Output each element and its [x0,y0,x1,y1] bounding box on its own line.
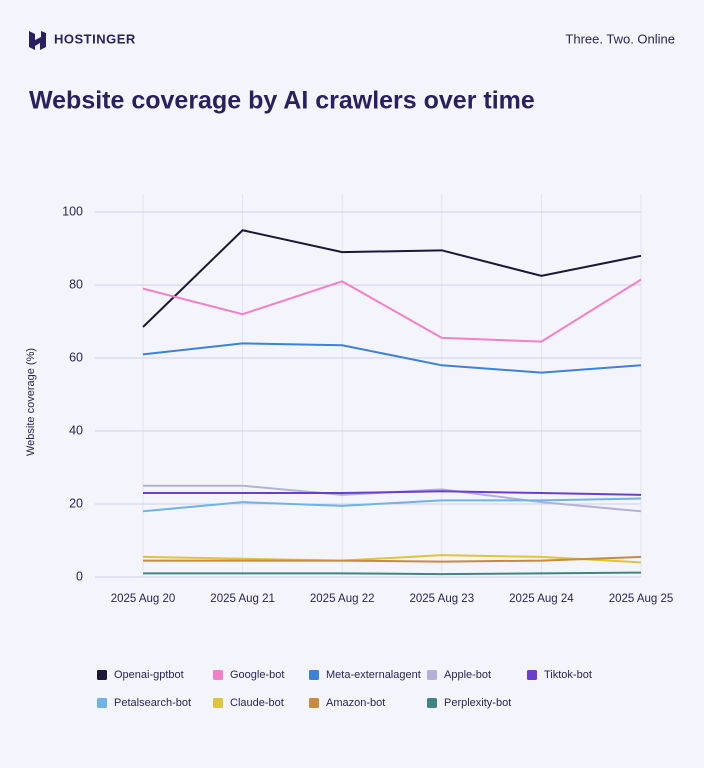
y-tick-label: 80 [69,277,83,291]
y-axis-label: Website coverage (%) [25,348,37,456]
x-tick-label: 2025 Aug 21 [210,593,275,605]
legend-label: Claude-bot [230,697,284,709]
line [142,229,642,328]
x-tick-label: 2025 Aug 25 [609,593,674,605]
line [142,554,642,564]
legend-swatch [309,670,319,680]
legend-label: Amazon-bot [326,697,385,709]
line [143,490,642,496]
legend-label: Petalsearch-bot [114,697,191,709]
legend-swatch [427,670,437,680]
legend-label: Tiktok-bot [544,669,592,681]
legend-swatch [97,698,107,708]
line [143,571,642,576]
x-tick-label: 2025 Aug 23 [410,593,475,605]
x-tick-label: 2025 Aug 22 [310,593,375,605]
x-tick-label: 2025 Aug 24 [509,593,574,605]
line [142,278,642,343]
legend-label: Apple-bot [444,669,491,681]
chart-title: Website coverage by AI crawlers over tim… [29,87,535,115]
legend-swatch [309,698,319,708]
legend-label: Openai-gptbot [114,669,184,681]
legend-swatch [97,670,107,680]
tagline: Three. Two. Online [565,31,675,46]
legend-swatch [527,670,537,680]
line [142,497,642,513]
line [143,555,642,563]
legend-swatch [213,670,223,680]
y-tick-label: 40 [69,423,83,437]
legend-label: Perplexity-bot [444,697,511,709]
y-tick-label: 60 [69,350,83,364]
y-tick-label: 0 [76,569,83,583]
x-tick-label: 2025 Aug 20 [111,593,176,605]
y-tick-label: 20 [69,496,83,510]
brand: HOSTINGER [54,31,136,46]
legend-label: Google-bot [230,669,284,681]
logo [29,31,46,50]
legend-swatch [427,698,437,708]
legend-label: Meta-externalagent [326,669,421,681]
legend-swatch [213,698,223,708]
y-tick-label: 100 [62,204,83,218]
line [142,342,642,374]
